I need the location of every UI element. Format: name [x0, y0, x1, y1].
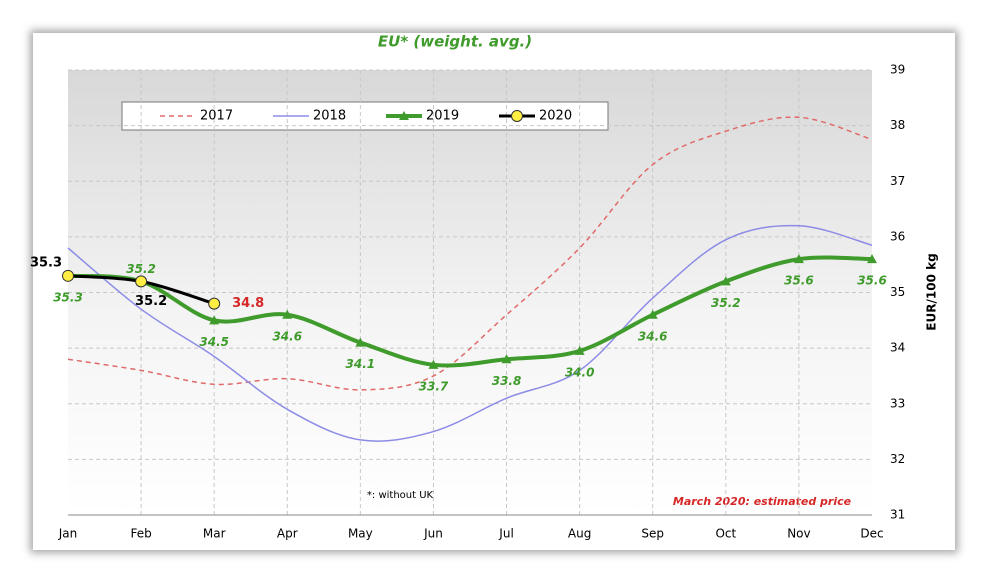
data-label: 34.6	[638, 329, 668, 343]
series-line	[67, 255, 873, 368]
data-label: 35.3	[53, 290, 83, 304]
marker	[720, 276, 731, 286]
data-label: 35.3	[30, 255, 62, 270]
data-label: 34.1	[346, 357, 376, 371]
marker	[62, 269, 74, 282]
data-label: 34.0	[565, 365, 595, 379]
legend-label: 2017	[200, 109, 233, 124]
data-label: 35.2	[135, 294, 167, 309]
data-label: 33.8	[492, 374, 522, 388]
marker	[209, 315, 220, 325]
y-axis-label: EUR/100 kg	[925, 253, 939, 330]
annotation: March 2020: estimated price	[673, 495, 852, 508]
data-label: 35.2	[126, 262, 156, 276]
data-label: 35.2	[711, 296, 741, 310]
chart-title: EU* (weight. avg.)	[378, 33, 532, 51]
marker	[208, 297, 221, 310]
x-tick-label: Jun	[423, 527, 443, 541]
annotation: *: without UK	[367, 490, 434, 501]
x-tick-label: Jul	[498, 527, 513, 541]
marker	[399, 111, 409, 120]
marker	[282, 309, 293, 319]
y-tick-label: 38	[890, 118, 905, 132]
y-tick-label: 39	[890, 63, 905, 77]
x-tick-label: May	[348, 527, 373, 541]
marker	[355, 337, 366, 347]
x-tick-label: Oct	[715, 527, 736, 541]
legend-label: 2018	[313, 109, 346, 124]
marker	[647, 309, 658, 319]
x-tick-label: Apr	[277, 527, 298, 541]
data-label: 34.8	[232, 296, 264, 311]
marker	[793, 254, 804, 264]
x-tick-label: Feb	[130, 527, 151, 541]
legend-label: 2020	[539, 109, 572, 124]
y-tick-label: 31	[890, 508, 905, 522]
marker	[428, 359, 439, 369]
marker	[511, 110, 523, 122]
data-label: 35.6	[784, 274, 814, 288]
marker	[867, 254, 877, 264]
data-label: 34.6	[272, 329, 302, 343]
x-tick-label: Mar	[203, 527, 226, 541]
marker	[574, 345, 585, 355]
marker	[501, 354, 512, 364]
x-tick-label: Dec	[860, 527, 883, 541]
data-label: 35.6	[857, 274, 887, 288]
y-tick-label: 32	[890, 452, 905, 466]
data-label: 34.5	[199, 335, 229, 349]
data-label: 33.7	[419, 379, 449, 393]
x-tick-label: Nov	[787, 527, 810, 541]
series-line	[67, 116, 873, 391]
x-tick-label: Jan	[58, 527, 78, 541]
y-tick-label: 34	[890, 341, 905, 355]
y-tick-label: 36	[890, 229, 905, 243]
marker	[135, 275, 148, 288]
x-tick-label: Aug	[568, 527, 591, 541]
legend-label: 2019	[426, 109, 459, 124]
y-tick-label: 33	[890, 396, 905, 410]
series-line	[67, 224, 873, 442]
y-tick-label: 37	[890, 174, 905, 188]
y-tick-label: 35	[890, 285, 905, 299]
x-tick-label: Sep	[641, 527, 664, 541]
